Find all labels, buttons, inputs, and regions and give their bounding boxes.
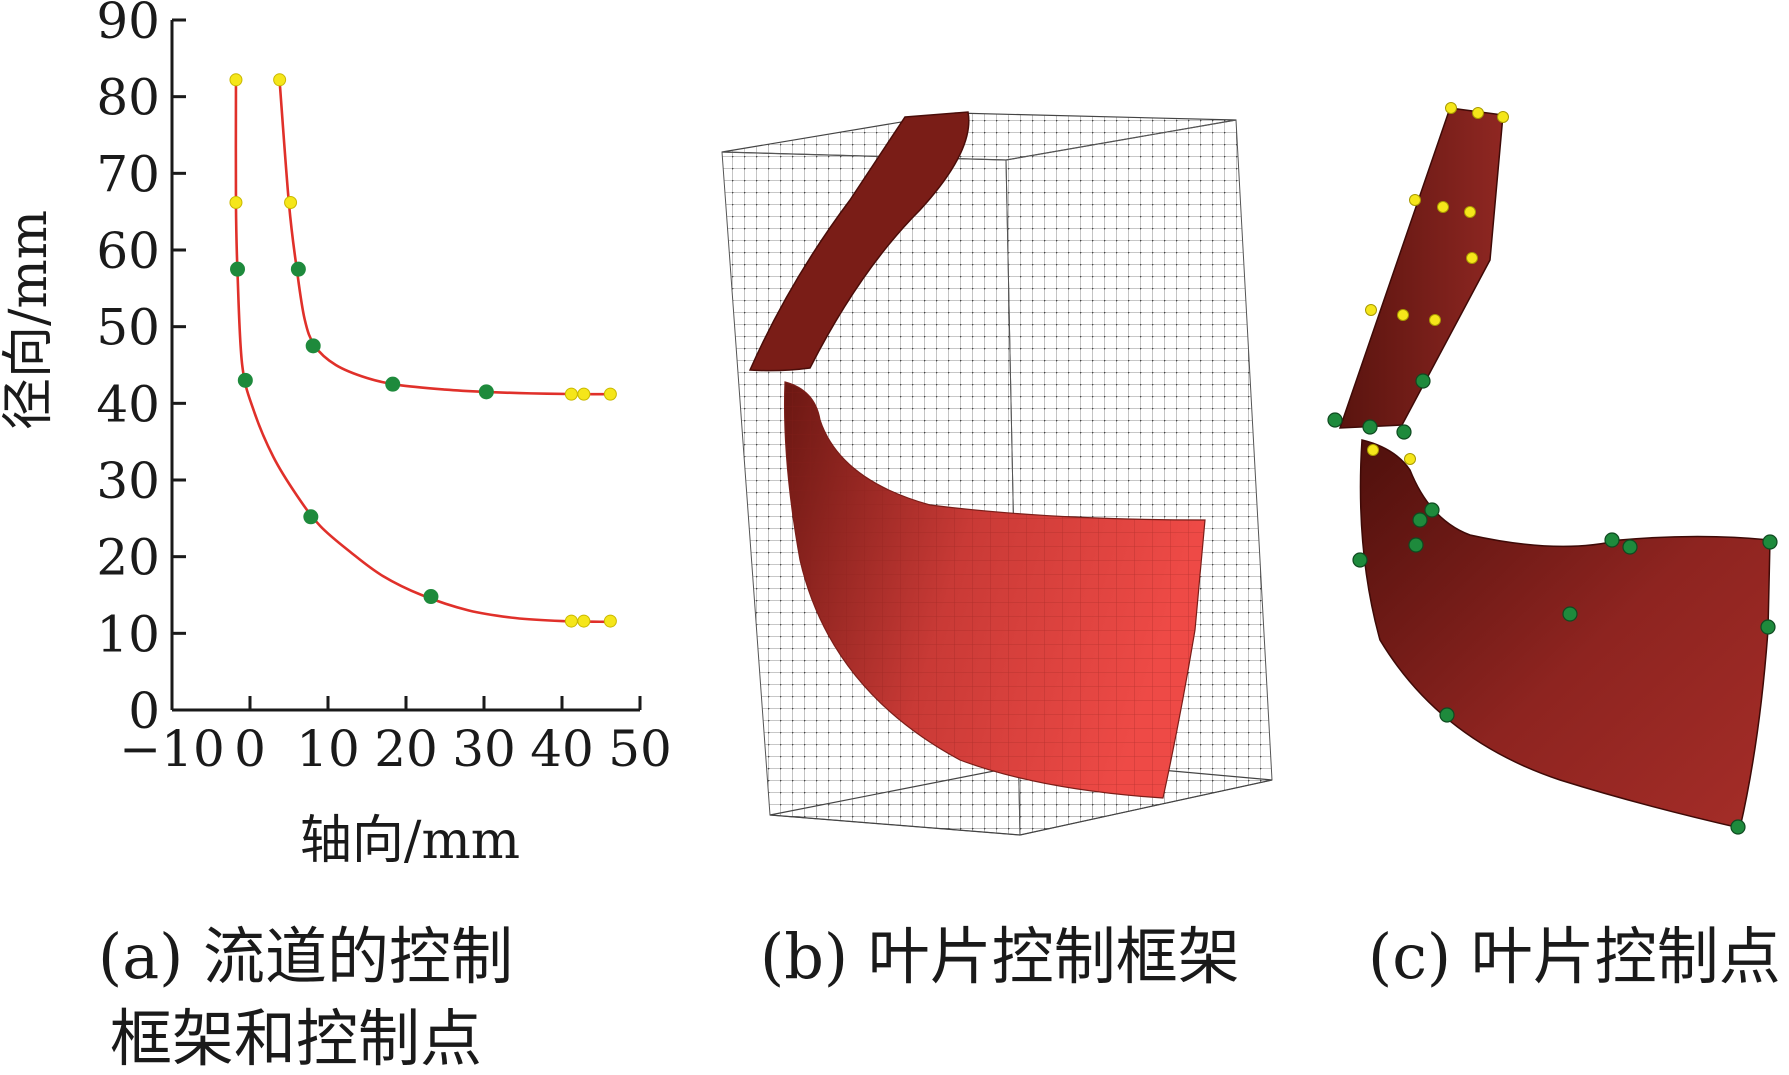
blade-control-point (1415, 373, 1431, 389)
x-tick-label: 10 (296, 720, 360, 778)
blade-control-point (1730, 819, 1746, 835)
blade-upper-strip (748, 111, 970, 372)
blade-main-grid (783, 381, 1206, 799)
hub-curve (234, 81, 609, 624)
blade-control-point (1604, 532, 1620, 548)
x-tick-label: 30 (452, 720, 516, 778)
blade-fixed-point (1472, 107, 1484, 119)
shroud-fixed-point (273, 73, 287, 87)
y-tick-label: 60 (96, 222, 160, 280)
hub-fixed-point (564, 614, 578, 628)
captions: (a) 流道的控制 框架和控制点 (b) 叶片控制框架 (c) 叶片控制点 (98, 920, 1781, 1075)
caption-a-line1: (a) 流道的控制 (98, 920, 513, 993)
blade-fixed-point (1464, 206, 1476, 218)
hub-fixed-point (577, 614, 591, 628)
blade-fixed-point (1437, 201, 1449, 213)
blade-fixed-point (1404, 453, 1416, 465)
panel-b-blade-lattice (721, 111, 1273, 836)
hub-control-point (230, 261, 246, 277)
y-tick-label: 40 (96, 375, 160, 433)
shroud-fixed-point (284, 195, 298, 209)
shroud-fixed-point (577, 387, 591, 401)
y-tick-label: 10 (96, 605, 160, 663)
shroud-control-point (290, 261, 306, 277)
y-tick-label: 20 (96, 529, 160, 587)
shroud-curve (278, 81, 609, 396)
blade-fixed-point (1429, 314, 1441, 326)
shroud-fixed-point (603, 387, 617, 401)
y-tick-label: 90 (96, 0, 160, 50)
y-tick-labels: 0 10 20 30 40 50 60 70 80 90 (96, 0, 160, 740)
caption-b: (b) 叶片控制框架 (760, 920, 1240, 993)
blade-control-point (1439, 707, 1455, 723)
y-tick-label: 50 (96, 299, 160, 357)
shroud-fixed-point (564, 387, 578, 401)
blade-fixed-point (1466, 252, 1478, 264)
blade-control-point (1562, 606, 1578, 622)
blade-fixed-point (1445, 102, 1457, 114)
blade-control-point (1352, 552, 1368, 568)
y-tick-label: 0 (128, 682, 160, 740)
blade-fixed-point (1397, 309, 1409, 321)
caption-c: (c) 叶片控制点 (1368, 920, 1781, 993)
y-axis-label: 径向/mm (0, 210, 59, 430)
blade-control-point (1327, 412, 1343, 428)
hub-fixed-point (229, 195, 243, 209)
hub-fixed-point (603, 614, 617, 628)
hub-control-point (237, 372, 253, 388)
chart-points (229, 73, 617, 628)
x-tick-label: −10 (119, 720, 225, 778)
shroud-control-point (478, 384, 494, 400)
y-tick-label: 80 (96, 69, 160, 127)
chart-curves (234, 81, 609, 624)
blade-control-point (1396, 424, 1412, 440)
blade-control-point (1408, 537, 1424, 553)
blade-c-upper-strip (1338, 107, 1504, 429)
shroud-control-point (305, 338, 321, 354)
blade-control-point (1412, 512, 1428, 528)
blade-control-point (1762, 534, 1778, 550)
x-axis-label: 轴向/mm (300, 811, 520, 871)
blade-control-point (1760, 619, 1776, 635)
hub-fixed-point (229, 73, 243, 87)
x-tick-label: 40 (530, 720, 594, 778)
blade-fixed-point (1367, 444, 1379, 456)
blade-fixed-point (1497, 111, 1509, 123)
x-tick-label: 50 (608, 720, 672, 778)
x-tick-label: 0 (234, 720, 266, 778)
blade-fixed-point (1409, 194, 1421, 206)
blade-control-point (1622, 539, 1638, 555)
chart-axes (170, 18, 642, 712)
hub-control-point (423, 589, 439, 605)
y-tick-label: 30 (96, 452, 160, 510)
blade-fixed-point (1365, 304, 1377, 316)
x-tick-label: 20 (374, 720, 438, 778)
y-tick-label: 70 (96, 145, 160, 203)
blade-control-point (1424, 502, 1440, 518)
blade-c-main-surface (1359, 439, 1771, 829)
caption-a-line2: 框架和控制点 (110, 1002, 482, 1075)
blade-control-point (1362, 419, 1378, 435)
shroud-control-point (385, 376, 401, 392)
hub-control-point (303, 509, 319, 525)
panel-c-blade-control-points (1327, 102, 1778, 835)
x-tick-labels: −10 0 10 20 30 40 50 (119, 720, 672, 778)
